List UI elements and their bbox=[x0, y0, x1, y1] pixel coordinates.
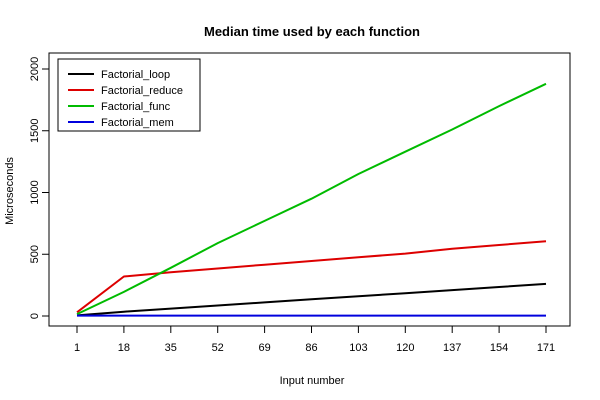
x-tick-label: 137 bbox=[443, 342, 461, 354]
x-tick-label: 103 bbox=[349, 342, 367, 354]
x-tick-label: 154 bbox=[490, 342, 508, 354]
y-axis: 0 500 1000 1500 2000 bbox=[29, 57, 49, 319]
legend-label: Factorial_loop bbox=[101, 69, 170, 81]
x-tick-label: 171 bbox=[537, 342, 555, 354]
x-axis-label: Input number bbox=[280, 375, 345, 387]
y-tick-label: 1500 bbox=[29, 119, 41, 143]
x-tick-label: 1 bbox=[74, 342, 80, 354]
chart-title: Median time used by each function bbox=[204, 24, 420, 39]
x-tick-label: 52 bbox=[212, 342, 224, 354]
x-tick-label: 86 bbox=[305, 342, 317, 354]
x-axis: 1 18 35 52 69 86 103 120 137 154 171 bbox=[74, 326, 555, 354]
legend-label: Factorial_reduce bbox=[101, 85, 183, 97]
series-line-factorial-reduce bbox=[76, 240, 547, 314]
series-group bbox=[76, 82, 547, 317]
plot-frame bbox=[48, 52, 571, 327]
legend: Factorial_loop Factorial_reduce Factorial_… bbox=[57, 58, 201, 132]
series-line-factorial-func bbox=[76, 82, 547, 316]
legend-label: Factorial_mem bbox=[101, 117, 174, 129]
legend-box bbox=[57, 58, 201, 132]
x-tick-label: 69 bbox=[258, 342, 270, 354]
x-tick-label: 18 bbox=[118, 342, 130, 354]
y-tick-label: 2000 bbox=[29, 57, 41, 81]
x-tick-label: 120 bbox=[396, 342, 414, 354]
y-tick-label: 1000 bbox=[29, 180, 41, 204]
y-axis-label: Microseconds bbox=[4, 157, 16, 225]
series-line-factorial-loop bbox=[76, 282, 547, 317]
x-tick-label: 35 bbox=[165, 342, 177, 354]
legend-label: Factorial_func bbox=[101, 101, 171, 113]
y-tick-label: 0 bbox=[29, 313, 41, 319]
y-tick-label: 500 bbox=[29, 245, 41, 263]
